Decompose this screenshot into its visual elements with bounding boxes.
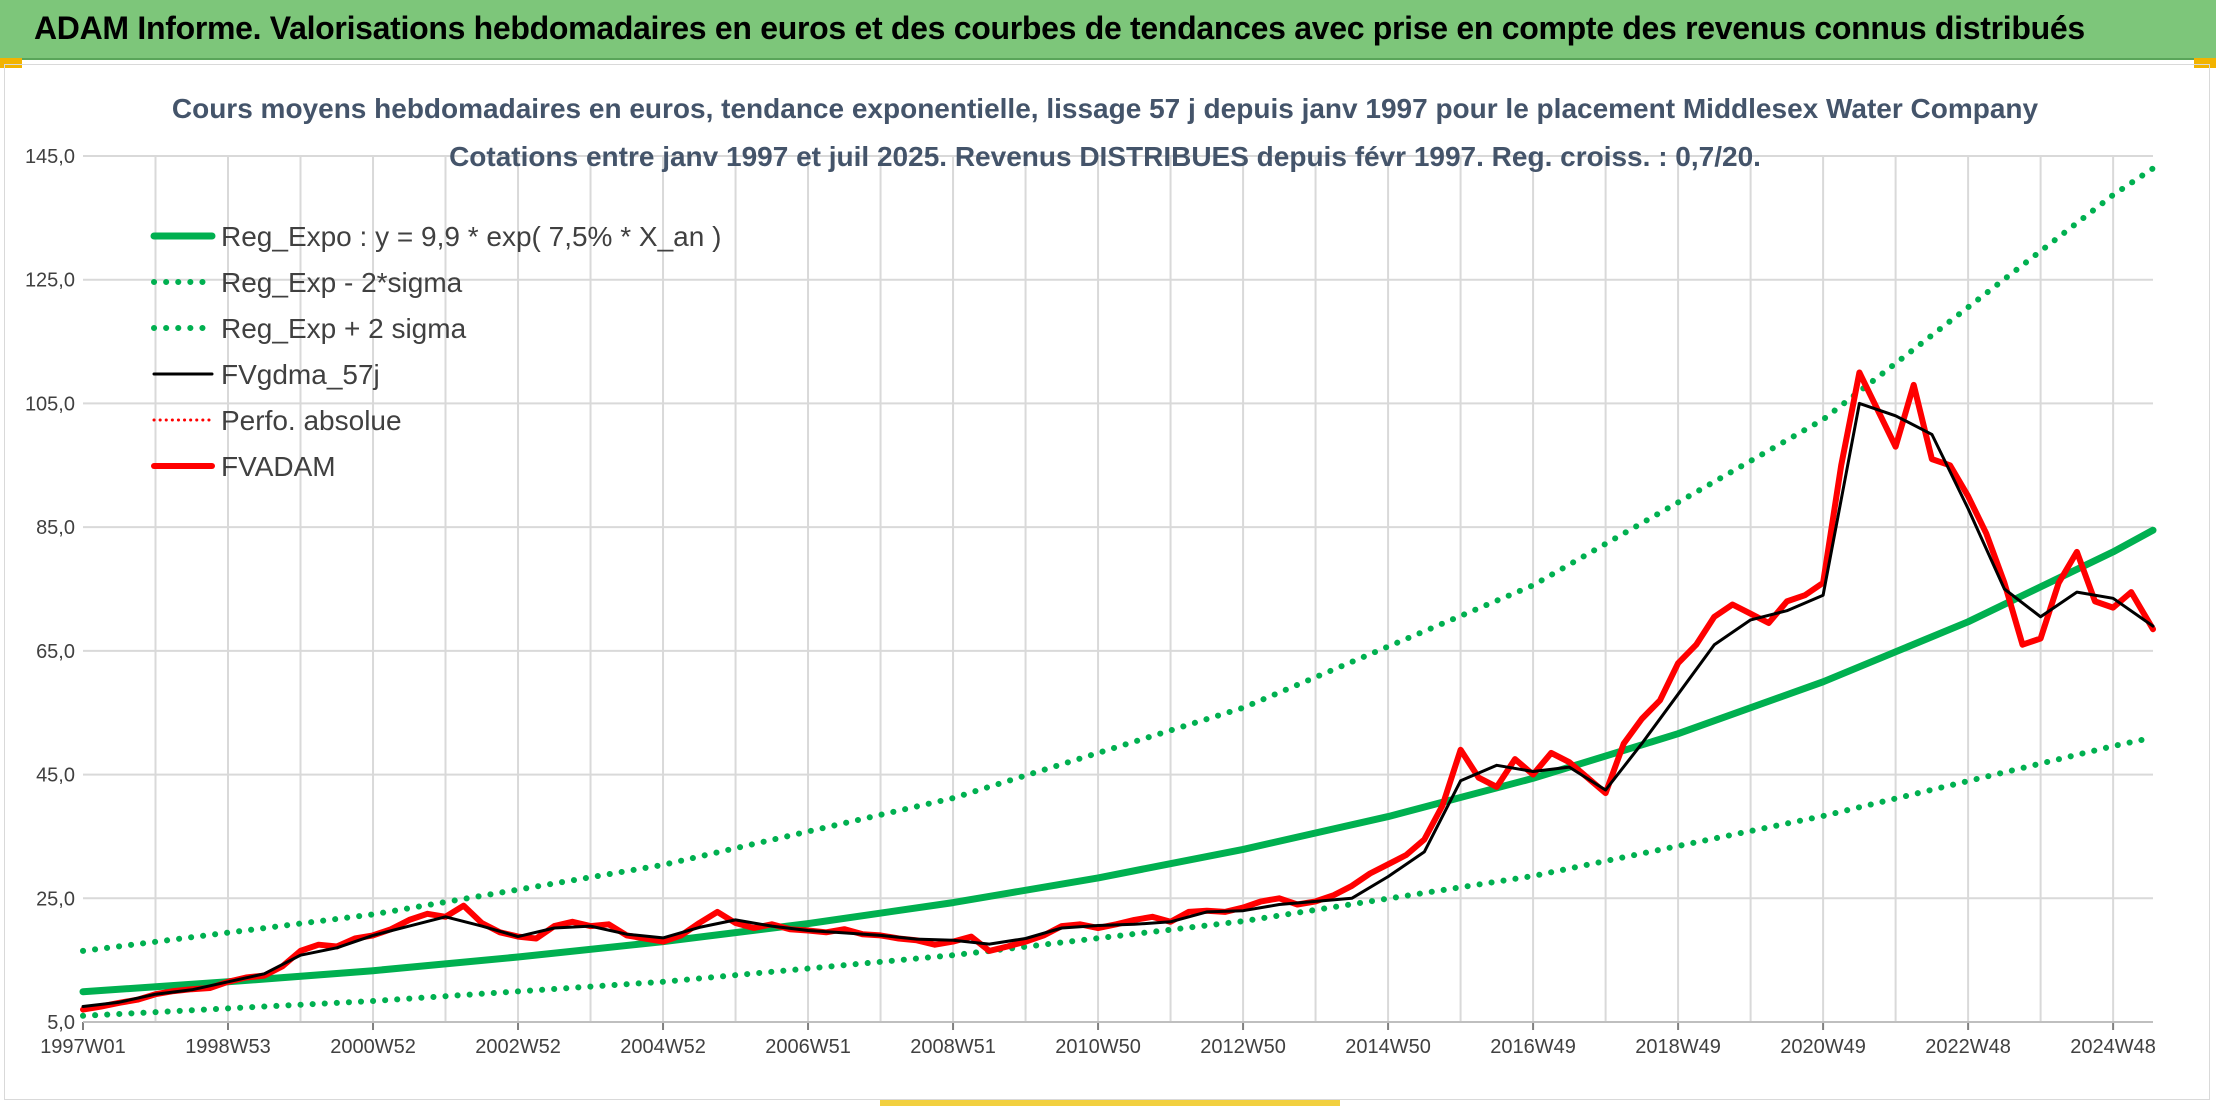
x-tick-label: 2006W51 (765, 1036, 851, 1058)
chart-subtitle: Cotations entre janv 1997 et juil 2025. … (449, 141, 1761, 172)
legend-label: Reg_Exp + 2 sigma (221, 313, 467, 344)
x-tick-label: 2000W52 (330, 1036, 416, 1058)
header-accent-left (0, 58, 22, 68)
legend-label: FVADAM (221, 451, 336, 482)
x-tick-label: 2016W49 (1490, 1036, 1576, 1058)
gridlines (83, 155, 2153, 1023)
legend-label: FVgdma_57j (221, 359, 380, 390)
legend-label: Perfo. absolue (221, 405, 402, 436)
header-accent-right (2194, 58, 2216, 68)
legend-label: Reg_Expo : y = 9,9 * exp( 7,5% * X_an ) (221, 221, 721, 252)
legend-label: Reg_Exp - 2*sigma (221, 267, 463, 298)
x-tick-label: 2022W48 (1925, 1036, 2011, 1058)
report-header: ADAM Informe. Valorisations hebdomadaire… (0, 0, 2216, 60)
x-tick-label: 2012W50 (1200, 1036, 1286, 1058)
y-tick-label: 25,0 (36, 888, 75, 910)
series-line-1 (80, 734, 2156, 1019)
x-tick-label: 2004W52 (620, 1036, 706, 1058)
series-lines (79, 165, 2157, 1019)
series-line-2 (80, 165, 2156, 954)
y-tick-label: 105,0 (25, 393, 75, 415)
legend[interactable]: Reg_Expo : y = 9,9 * exp( 7,5% * X_an ) R… (150, 221, 721, 482)
series-line-3 (81, 401, 2155, 1008)
x-tick-label: 2024W48 (2070, 1036, 2156, 1058)
x-tick-label: 2018W49 (1635, 1036, 1721, 1058)
x-tick-label: 2010W50 (1055, 1036, 1141, 1058)
y-tick-label: 45,0 (36, 765, 75, 787)
bottom-accent-bar (880, 1100, 1340, 1106)
x-tick-label: 2008W51 (910, 1036, 996, 1058)
x-tick-label: 1998W53 (185, 1036, 271, 1058)
y-tick-label: 85,0 (36, 517, 75, 539)
x-tick-label: 2014W50 (1345, 1036, 1431, 1058)
y-tick-label: 145,0 (25, 146, 75, 168)
x-tick-label: 1997W01 (40, 1036, 126, 1058)
series-line-0 (79, 526, 2157, 996)
report-title: ADAM Informe. Valorisations hebdomadaire… (34, 10, 2085, 46)
y-tick-label: 65,0 (36, 641, 75, 663)
series-line-5 (80, 369, 2156, 1013)
y-tick-label: 5,0 (47, 1012, 75, 1034)
chart-title: Cours moyens hebdomadaires en euros, ten… (172, 93, 2039, 124)
axes: 5,0 25,0 45,0 65,0 85,0 105,0 125,0 145,0 1997W0… (25, 146, 2156, 1058)
x-tick-label: 2002W52 (475, 1036, 561, 1058)
x-tick-label: 2020W49 (1780, 1036, 1866, 1058)
y-tick-label: 125,0 (25, 270, 75, 292)
chart-frame (4, 64, 2210, 1100)
